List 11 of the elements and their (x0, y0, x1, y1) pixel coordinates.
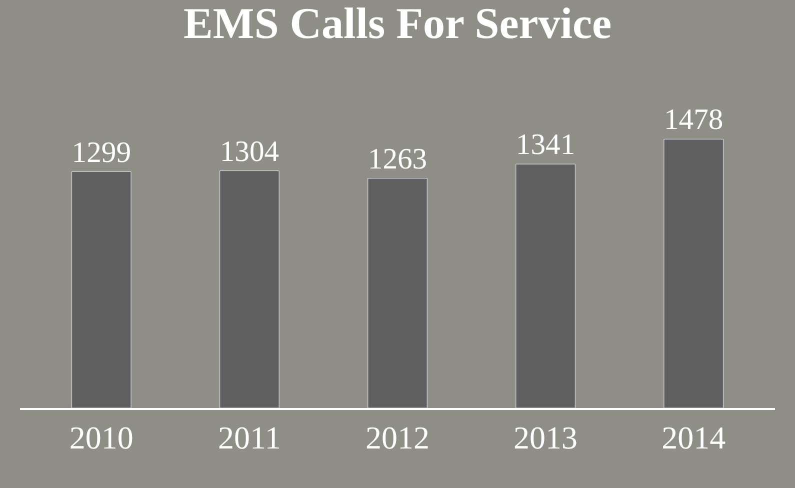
data-label: 1263 (368, 143, 428, 176)
x-tick-label: 2012 (366, 419, 430, 456)
x-tick-label: 2013 (514, 419, 578, 456)
x-tick-label: 2014 (662, 419, 726, 456)
x-tick-label: 2010 (69, 419, 134, 456)
x-tick-label: 2011 (218, 419, 281, 456)
data-label: 1478 (664, 104, 724, 136)
data-label: 1304 (220, 136, 280, 168)
chart-title: EMS Calls For Service (183, 0, 612, 48)
data-label: 1299 (72, 136, 132, 169)
data-label: 1341 (516, 129, 576, 162)
